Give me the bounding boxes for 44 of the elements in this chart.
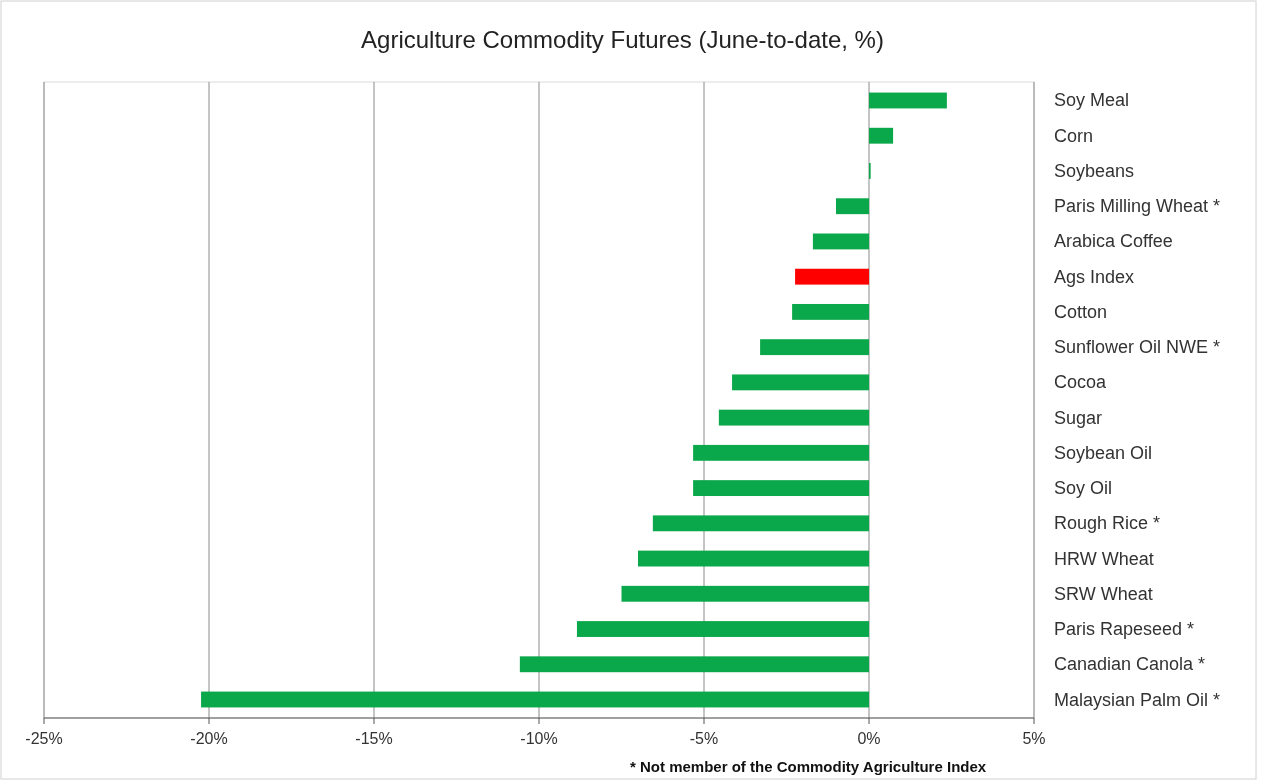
bar xyxy=(732,374,869,391)
y-tick-label: Ags Index xyxy=(1054,266,1135,287)
y-tick-label: Rough Rice * xyxy=(1054,513,1161,534)
bar xyxy=(869,127,894,144)
y-tick-label: Canadian Canola * xyxy=(1054,654,1206,675)
bar xyxy=(576,621,869,637)
y-tick-label: Malaysian Palm Oil * xyxy=(1054,689,1221,710)
y-tick-label: Sugar xyxy=(1054,407,1103,428)
y-tick-label: Soy Meal xyxy=(1054,90,1130,111)
bar xyxy=(621,585,869,602)
bar xyxy=(836,198,869,215)
y-tick-label: Paris Rapeseed * xyxy=(1054,619,1195,640)
bar xyxy=(718,409,869,426)
y-tick-label: Cotton xyxy=(1054,301,1108,322)
y-tick-label: Corn xyxy=(1054,125,1094,146)
y-tick-label: Soy Oil xyxy=(1054,478,1113,499)
chart-title: Agriculture Commodity Futures (June-to-date, %) xyxy=(361,26,884,53)
x-tick-label: 5% xyxy=(1022,730,1046,747)
y-tick-label: Sunflower Oil NWE * xyxy=(1054,337,1221,358)
bar xyxy=(795,268,869,285)
bar xyxy=(638,550,869,567)
y-tick-label: HRW Wheat xyxy=(1054,548,1154,569)
y-tick-label: SRW Wheat xyxy=(1054,583,1153,604)
x-tick-label: -20% xyxy=(190,730,228,747)
bar xyxy=(812,233,869,250)
bar xyxy=(693,480,869,497)
x-tick-label: -15% xyxy=(355,730,393,747)
bar xyxy=(792,303,869,320)
bar xyxy=(869,92,947,109)
text: * Not member of the Commodity Agriculture Index xyxy=(630,758,987,775)
y-tick-label: Soybeans xyxy=(1054,160,1135,181)
bar xyxy=(519,656,869,673)
bar xyxy=(201,691,869,708)
y-tick-label: Arabica Coffee xyxy=(1054,231,1173,252)
x-tick-label: -10% xyxy=(520,730,558,747)
x-tick-label: -25% xyxy=(25,730,63,747)
y-tick-label: Paris Milling Wheat * xyxy=(1054,196,1221,217)
bar xyxy=(760,339,869,356)
y-tick-label: Soybean Oil xyxy=(1054,442,1153,463)
y-tick-label: Cocoa xyxy=(1054,372,1108,393)
x-tick-label: 0% xyxy=(857,730,881,747)
x-tick-label: -5% xyxy=(689,730,719,747)
bar xyxy=(652,515,869,532)
bar xyxy=(693,444,869,461)
